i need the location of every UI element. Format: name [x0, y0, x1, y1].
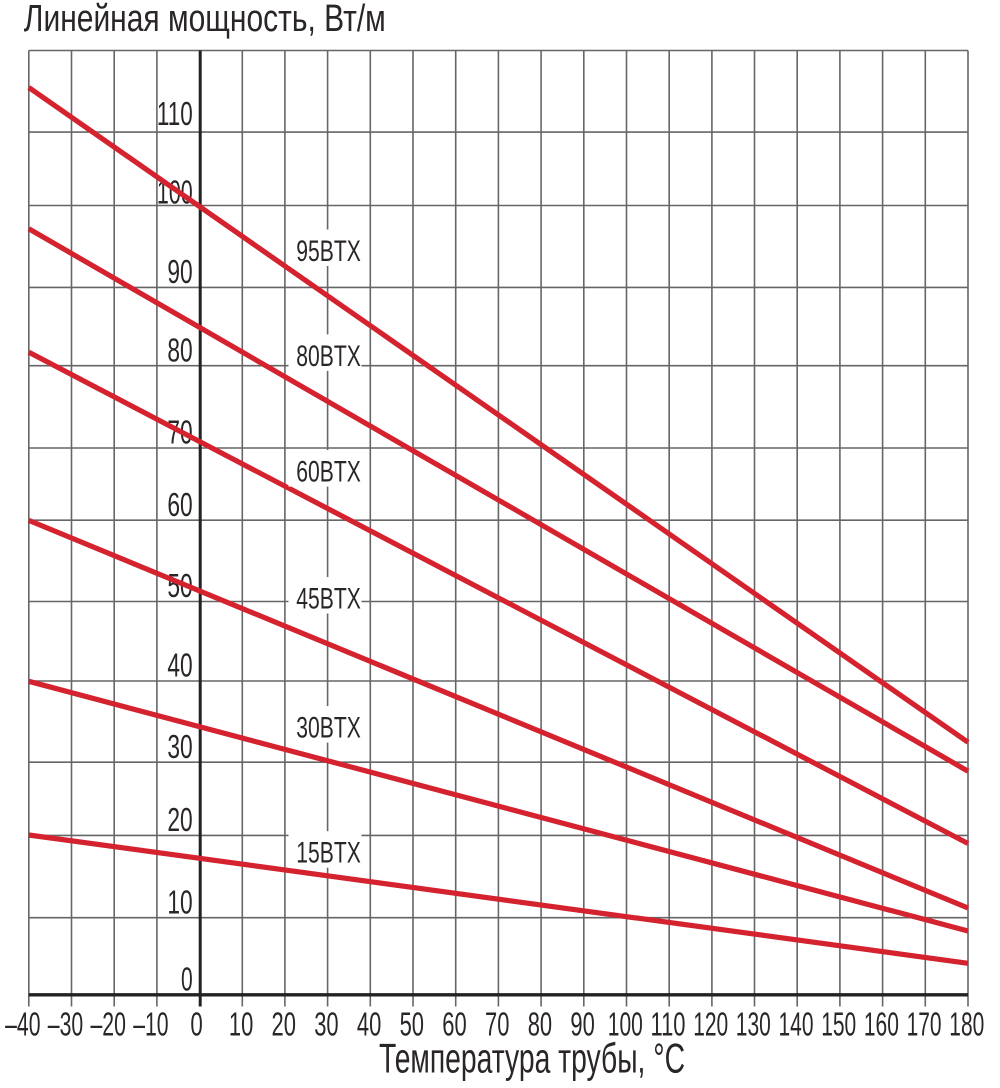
svg-text:–40: –40 — [5, 1007, 40, 1044]
svg-text:170: 170 — [907, 1007, 942, 1044]
svg-text:60: 60 — [167, 486, 192, 523]
svg-text:60BTX: 60BTX — [296, 456, 361, 489]
svg-text:–20: –20 — [90, 1007, 125, 1044]
svg-text:Линейная мощность, Вт/м: Линейная мощность, Вт/м — [24, 0, 386, 40]
svg-text:80: 80 — [528, 1007, 552, 1044]
svg-text:140: 140 — [779, 1007, 814, 1044]
svg-text:–30: –30 — [48, 1007, 83, 1044]
svg-text:95BTX: 95BTX — [296, 235, 361, 268]
svg-text:10: 10 — [229, 1007, 253, 1044]
svg-text:120: 120 — [693, 1007, 728, 1044]
svg-text:150: 150 — [821, 1007, 856, 1044]
svg-text:30: 30 — [314, 1007, 338, 1044]
svg-text:30: 30 — [167, 728, 192, 765]
svg-text:45BTX: 45BTX — [296, 583, 361, 616]
svg-text:50: 50 — [400, 1007, 424, 1044]
svg-text:0: 0 — [181, 961, 193, 998]
svg-text:70: 70 — [485, 1007, 509, 1044]
svg-text:90: 90 — [570, 1007, 594, 1044]
svg-text:160: 160 — [864, 1007, 899, 1044]
svg-text:40: 40 — [167, 647, 192, 684]
svg-text:–10: –10 — [133, 1007, 168, 1044]
svg-text:10: 10 — [167, 883, 192, 920]
svg-text:130: 130 — [736, 1007, 771, 1044]
svg-text:110: 110 — [157, 95, 193, 132]
svg-text:40: 40 — [357, 1007, 381, 1044]
svg-text:20: 20 — [167, 801, 192, 838]
svg-text:15BTX: 15BTX — [296, 837, 361, 870]
svg-text:20: 20 — [272, 1007, 296, 1044]
svg-text:100: 100 — [608, 1007, 643, 1044]
svg-text:60: 60 — [442, 1007, 466, 1044]
svg-text:80BTX: 80BTX — [296, 340, 361, 373]
svg-text:80: 80 — [167, 331, 192, 368]
svg-text:30BTX: 30BTX — [296, 712, 361, 745]
svg-text:90: 90 — [167, 253, 192, 290]
svg-text:110: 110 — [651, 1007, 686, 1044]
svg-text:0: 0 — [190, 1007, 202, 1044]
svg-text:Температура трубы, °C: Температура трубы, °C — [379, 1035, 685, 1082]
svg-text:180: 180 — [949, 1007, 984, 1044]
